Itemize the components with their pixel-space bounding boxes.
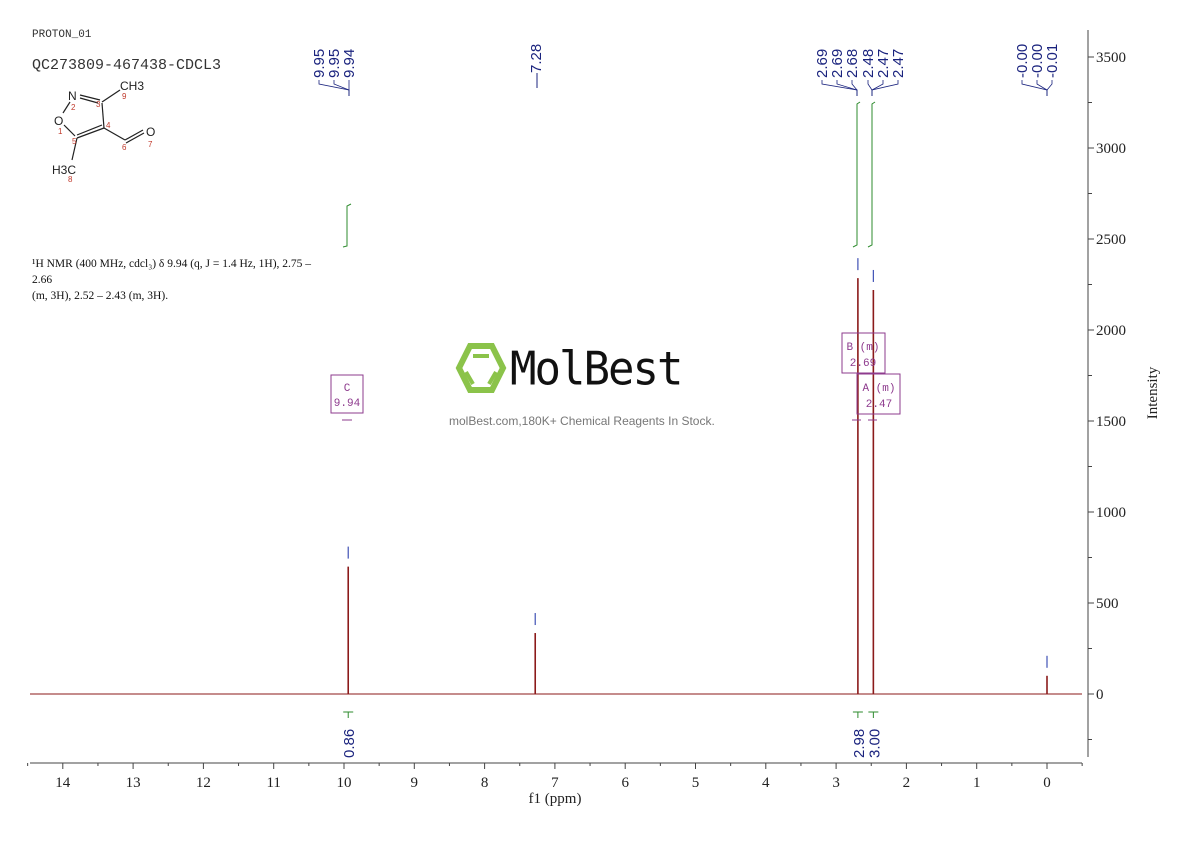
x-tick-label: 2 bbox=[903, 775, 911, 791]
peak-shift-label: 2.48 bbox=[860, 49, 877, 78]
y-tick-label: 3500 bbox=[1096, 50, 1126, 66]
x-tick-label: 14 bbox=[55, 775, 71, 791]
x-axis-label: f1 (ppm) bbox=[529, 791, 582, 807]
integral-value: 3.00 bbox=[866, 729, 883, 758]
peak-shift-label: 2.47 bbox=[875, 49, 892, 78]
svg-text:1: 1 bbox=[58, 127, 63, 136]
svg-text:2: 2 bbox=[71, 103, 76, 112]
svg-text:6: 6 bbox=[122, 143, 127, 152]
x-tick-label: 7 bbox=[551, 775, 559, 791]
x-tick-label: 12 bbox=[196, 775, 211, 791]
svg-text:A (m): A (m) bbox=[862, 383, 895, 395]
svg-text:O: O bbox=[54, 114, 63, 128]
y-tick-label: 2500 bbox=[1096, 232, 1126, 248]
svg-text:C: C bbox=[344, 383, 351, 395]
peak-shift-label: -0.00 bbox=[1014, 44, 1031, 78]
sample-id: QC273809-467438-CDCL3 bbox=[32, 57, 222, 74]
svg-text:N: N bbox=[68, 89, 77, 103]
x-tick-label: 9 bbox=[411, 775, 419, 791]
peak-shift-label: 2.69 bbox=[829, 49, 846, 78]
svg-text:5: 5 bbox=[72, 137, 77, 146]
peak-shift-label: 2.68 bbox=[844, 49, 861, 78]
integral-value: 0.86 bbox=[341, 729, 358, 758]
svg-text:8: 8 bbox=[68, 175, 73, 184]
x-tick-label: 13 bbox=[126, 775, 141, 791]
molbest-logo-icon bbox=[455, 343, 507, 393]
svg-text:2.47: 2.47 bbox=[866, 399, 892, 411]
peak-shift-label: —7.28 bbox=[528, 44, 545, 88]
svg-text:O: O bbox=[146, 125, 155, 139]
molbest-brand: MolBest bbox=[510, 342, 683, 397]
peak-labels: 9.959.959.94 —7.28 2.692.692.68 2.482.472.4… bbox=[311, 44, 1061, 96]
x-tick-label: 5 bbox=[692, 775, 700, 791]
svg-text:4: 4 bbox=[106, 121, 111, 130]
spectrum-peaks bbox=[347, 258, 1048, 694]
peak-shift-label: 2.47 bbox=[890, 49, 907, 78]
experiment-name: PROTON_01 bbox=[32, 29, 92, 41]
molecule-structure: N O O CH3 H3C 1 2 3 4 5 6 7 8 9 bbox=[52, 79, 155, 184]
x-axis-ticks: 14 13 12 11 10 9 8 7 6 5 4 3 2 1 0 bbox=[27, 763, 1083, 791]
x-tick-label: 11 bbox=[266, 775, 280, 791]
y-tick-label: 3000 bbox=[1096, 141, 1126, 157]
multiplet-box-b: B (m) 2.69 bbox=[841, 332, 886, 374]
integral-value: 2.98 bbox=[851, 729, 868, 758]
y-axis-label: Intensity bbox=[1145, 366, 1161, 419]
peak-shift-label: 9.94 bbox=[341, 49, 358, 78]
svg-text:2.69: 2.69 bbox=[850, 358, 876, 370]
y-tick-label: 1000 bbox=[1096, 505, 1126, 521]
x-tick-label: 6 bbox=[621, 775, 629, 791]
integral-values: 0.86 2.983.00 bbox=[341, 711, 883, 758]
multiplet-box-a: A (m) 2.47 bbox=[852, 373, 901, 421]
peak-shift-label: 9.95 bbox=[326, 49, 343, 78]
molbest-tagline: molBest.com,180K+ Chemical Reagents In S… bbox=[449, 414, 715, 428]
svg-text:9.94: 9.94 bbox=[334, 398, 361, 410]
y-tick-label: 2000 bbox=[1096, 323, 1126, 339]
svg-text:3: 3 bbox=[96, 100, 101, 109]
peak-shift-label: -0.01 bbox=[1044, 44, 1061, 78]
x-tick-label: 4 bbox=[762, 775, 770, 791]
peak-shift-label: 2.69 bbox=[814, 49, 831, 78]
svg-text:B (m): B (m) bbox=[846, 342, 879, 354]
x-tick-label: 1 bbox=[973, 775, 981, 791]
x-tick-label: 10 bbox=[337, 775, 352, 791]
x-tick-label: 0 bbox=[1043, 775, 1051, 791]
nmr-description: ¹H NMR (400 MHz, cdcl₃) δ 9.94 (q, J = 1… bbox=[32, 256, 332, 304]
integral-curves bbox=[342, 101, 876, 248]
multiplet-box-c: C 9.94 bbox=[330, 374, 364, 421]
svg-text:CH3: CH3 bbox=[120, 79, 144, 93]
svg-text:7: 7 bbox=[148, 140, 153, 149]
peak-shift-label: 9.95 bbox=[311, 49, 328, 78]
description-line-2: (m, 3H), 2.52 – 2.43 (m, 3H). bbox=[32, 290, 169, 302]
y-axis-ticks: 0 500 1000 1500 2000 2500 3000 3500 bbox=[1088, 50, 1126, 740]
svg-text:9: 9 bbox=[122, 92, 127, 101]
svg-text:H3C: H3C bbox=[52, 163, 76, 177]
peak-shift-label: -0.00 bbox=[1029, 44, 1046, 78]
y-tick-label: 500 bbox=[1096, 596, 1119, 612]
x-tick-label: 8 bbox=[481, 775, 489, 791]
y-tick-label: 0 bbox=[1096, 687, 1104, 703]
description-line-1: ¹H NMR (400 MHz, cdcl₃) δ 9.94 (q, J = 1… bbox=[32, 258, 312, 286]
x-tick-label: 3 bbox=[832, 775, 840, 791]
y-tick-label: 1500 bbox=[1096, 414, 1126, 430]
